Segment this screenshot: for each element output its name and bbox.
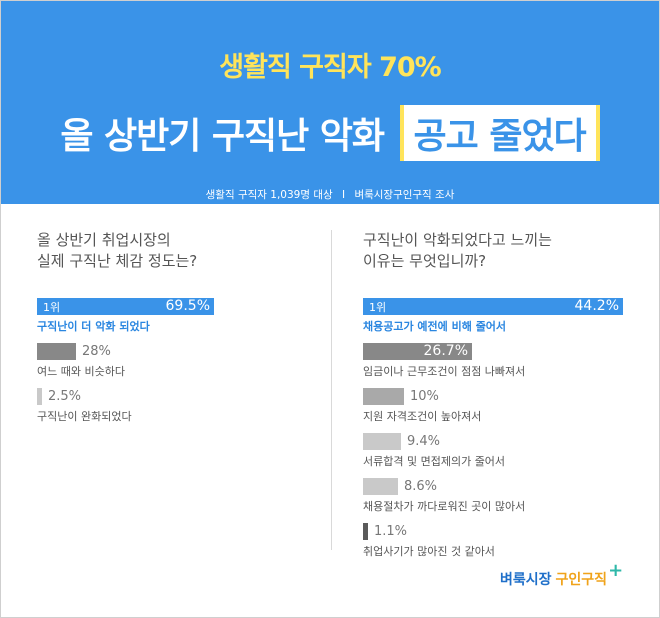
brand-logo-part1: 벼룩시장 [500,572,552,588]
chart-right-value-label: 26.7% [423,343,468,359]
chart-left-category-label: 여느 때와 비슷하다 [37,365,125,378]
header-title: 올 상반기 구직난 악화 공고 줄었다 [1,105,659,161]
chart-right-item: 26.7% 임금이나 근무조건이 점점 나빠져서 [363,343,623,383]
chart-right-bar: 1위 44.2% [363,298,623,315]
chart-right-value-label: 10% [410,389,439,404]
chart-left-category-label: 구직난이 완화되었다 [37,410,132,423]
chart-left-category-label: 구직난이 더 악화 되었다 [37,320,150,333]
chart-right-category-label: 채용절차가 까다로워진 곳이 많아서 [363,500,526,513]
chart-right-question-line2: 이유는 무엇입니까? [363,252,487,270]
header-note-left: 생활직 구직자 1,039명 대상 [205,189,333,201]
header-title-highlight: 공고 줄었다 [399,105,600,161]
chart-right-bar [363,478,398,495]
chart-right-bar [363,388,404,405]
chart-left-question-line1: 올 상반기 취업시장의 [37,231,171,249]
header-note: 생활직 구직자 1,039명 대상 I 벼룩시장구인구직 조사 [1,187,659,202]
chart-left-value-label: 28% [82,344,111,359]
chart-right-category-label: 취업사기가 많아진 것 같아서 [363,545,495,558]
chart-right-category-label: 지원 자격조건이 높아져서 [363,410,482,423]
chart-right-category-label: 채용공고가 예전에 비해 줄어서 [363,320,507,333]
header-title-main: 올 상반기 구직난 악화 [60,116,385,157]
chart-left-bar: 1위 69.5% [37,298,214,315]
chart-panel-right: 구직난이 악화되었다고 느끼는 이유는 무엇입니까? 1위 44.2% 채용공고가 … [363,230,660,558]
chart-right-category-label: 서류합격 및 면접제의가 줄어서 [363,455,506,468]
chart-right-item: 1위 44.2% 채용공고가 예전에 비해 줄어서 [363,298,623,338]
header-note-right: 벼룩시장구인구직 조사 [354,189,455,201]
header-banner: 생활직 구직자 70% 올 상반기 구직난 악화 공고 줄었다 생활직 구직자 … [1,1,659,204]
chart-right-value-label: 44.2% [574,298,619,314]
chart-left-item: 2.5% 구직난이 완화되었다 [37,388,297,428]
chart-left-rank-label: 1위 [43,301,61,314]
chart-right-value-label: 1.1% [374,524,408,539]
chart-right-category-label: 임금이나 근무조건이 점점 나빠져서 [363,365,526,378]
chart-right-bar [363,523,368,540]
chart-left-item: 1위 69.5% 구직난이 더 악화 되었다 [37,298,297,338]
panel-divider [331,230,332,550]
chart-left-bar [37,343,76,360]
brand-logo-part2: 구인구직 [555,572,608,588]
chart-left-item: 28% 여느 때와 비슷하다 [37,343,297,383]
chart-right-value-label: 9.4% [407,434,441,449]
chart-right-rank-label: 1위 [369,301,387,314]
chart-right-bar [363,433,401,450]
chart-left-value-label: 69.5% [165,298,210,314]
chart-right-question: 구직난이 악화되었다고 느끼는 이유는 무엇입니까? [363,230,552,272]
chart-panel-left: 올 상반기 취업시장의 실제 구직난 체감 정도는? 1위 69.5% 구직난이 더… [37,230,337,550]
chart-right-item: 1.1% 취업사기가 많아진 것 같아서 [363,523,623,563]
chart-right-item: 8.6% 채용절차가 까다로워진 곳이 많아서 [363,478,623,518]
chart-right-question-line1: 구직난이 악화되었다고 느끼는 [363,231,552,249]
chart-left-value-label: 2.5% [48,389,82,404]
chart-right-value-label: 8.6% [404,479,438,494]
chart-right-bar: 26.7% [363,343,472,360]
chart-right-item: 10% 지원 자격조건이 높아져서 [363,388,623,428]
chart-left-question-line2: 실제 구직난 체감 정도는? [37,252,198,270]
brand-logo: 벼룩시장 구인구직+ [500,560,623,589]
chart-left-bar [37,388,42,405]
brand-plus-icon: + [608,560,624,581]
header-note-separator: I [341,189,346,201]
header-subtitle: 생활직 구직자 70% [219,52,441,83]
chart-right-item: 9.4% 서류합격 및 면접제의가 줄어서 [363,433,623,473]
chart-left-question: 올 상반기 취업시장의 실제 구직난 체감 정도는? [37,230,197,272]
